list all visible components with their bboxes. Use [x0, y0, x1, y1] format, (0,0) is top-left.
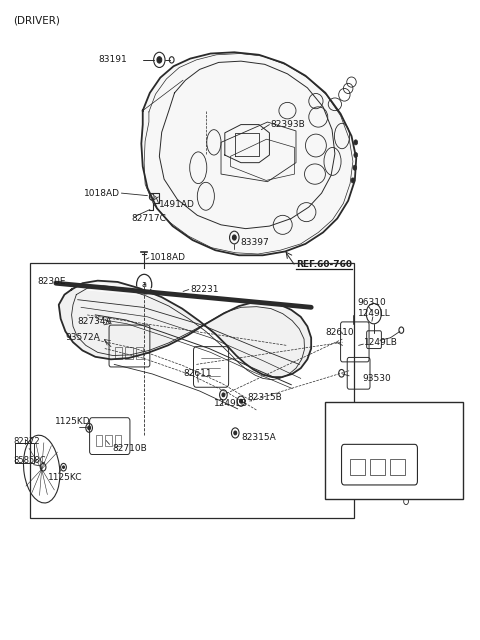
- Circle shape: [62, 466, 64, 468]
- Circle shape: [354, 152, 358, 157]
- Text: 82610: 82610: [325, 328, 354, 337]
- Text: 93570B: 93570B: [371, 414, 405, 423]
- Circle shape: [88, 426, 91, 429]
- Circle shape: [240, 399, 242, 403]
- Text: 1249LL: 1249LL: [358, 309, 390, 318]
- Bar: [105, 435, 112, 445]
- Text: 85858C: 85858C: [13, 456, 46, 465]
- Polygon shape: [59, 281, 311, 377]
- Text: 83191: 83191: [98, 56, 127, 65]
- Text: 82315B: 82315B: [247, 393, 282, 402]
- Bar: [96, 435, 102, 445]
- Text: 93572A: 93572A: [65, 333, 100, 342]
- Text: 8230E: 8230E: [37, 277, 65, 287]
- Text: 1125KC: 1125KC: [48, 473, 83, 482]
- Text: 82710B: 82710B: [112, 444, 147, 452]
- Bar: [30, 263, 354, 518]
- Text: a: a: [142, 280, 147, 289]
- Text: 82611: 82611: [183, 369, 212, 378]
- Text: 82372: 82372: [13, 437, 40, 446]
- Text: 82231: 82231: [190, 285, 219, 294]
- Text: 1491AD: 1491AD: [159, 200, 195, 209]
- Circle shape: [232, 235, 236, 240]
- Text: REF.60-760: REF.60-760: [296, 260, 352, 269]
- Text: 1249LB: 1249LB: [364, 338, 398, 347]
- Bar: [370, 459, 385, 475]
- Text: 82315A: 82315A: [241, 433, 276, 442]
- Text: a: a: [336, 414, 341, 423]
- Text: 96310: 96310: [358, 298, 386, 307]
- Text: 82717C: 82717C: [132, 214, 167, 223]
- Text: (DRIVER): (DRIVER): [13, 15, 60, 26]
- Circle shape: [234, 431, 237, 435]
- Bar: [136, 347, 143, 359]
- Circle shape: [222, 393, 225, 397]
- Text: 82734A: 82734A: [78, 317, 112, 326]
- Circle shape: [354, 140, 358, 145]
- Text: 1125KD: 1125KD: [55, 417, 91, 426]
- Bar: [115, 347, 122, 359]
- Bar: [350, 459, 365, 475]
- Circle shape: [351, 178, 355, 183]
- Polygon shape: [141, 52, 356, 255]
- Text: 93530: 93530: [362, 374, 391, 383]
- Text: 1018AD: 1018AD: [84, 189, 120, 198]
- Circle shape: [157, 57, 162, 63]
- Text: 1243AE: 1243AE: [337, 482, 372, 491]
- Circle shape: [353, 165, 357, 170]
- Text: 82393B: 82393B: [271, 120, 306, 129]
- Bar: [115, 435, 121, 445]
- Text: 1249LB: 1249LB: [214, 399, 248, 408]
- Bar: [325, 403, 463, 499]
- Bar: [125, 347, 133, 359]
- Text: 1018AD: 1018AD: [150, 253, 186, 262]
- Text: 83397: 83397: [240, 238, 269, 247]
- Bar: [390, 459, 405, 475]
